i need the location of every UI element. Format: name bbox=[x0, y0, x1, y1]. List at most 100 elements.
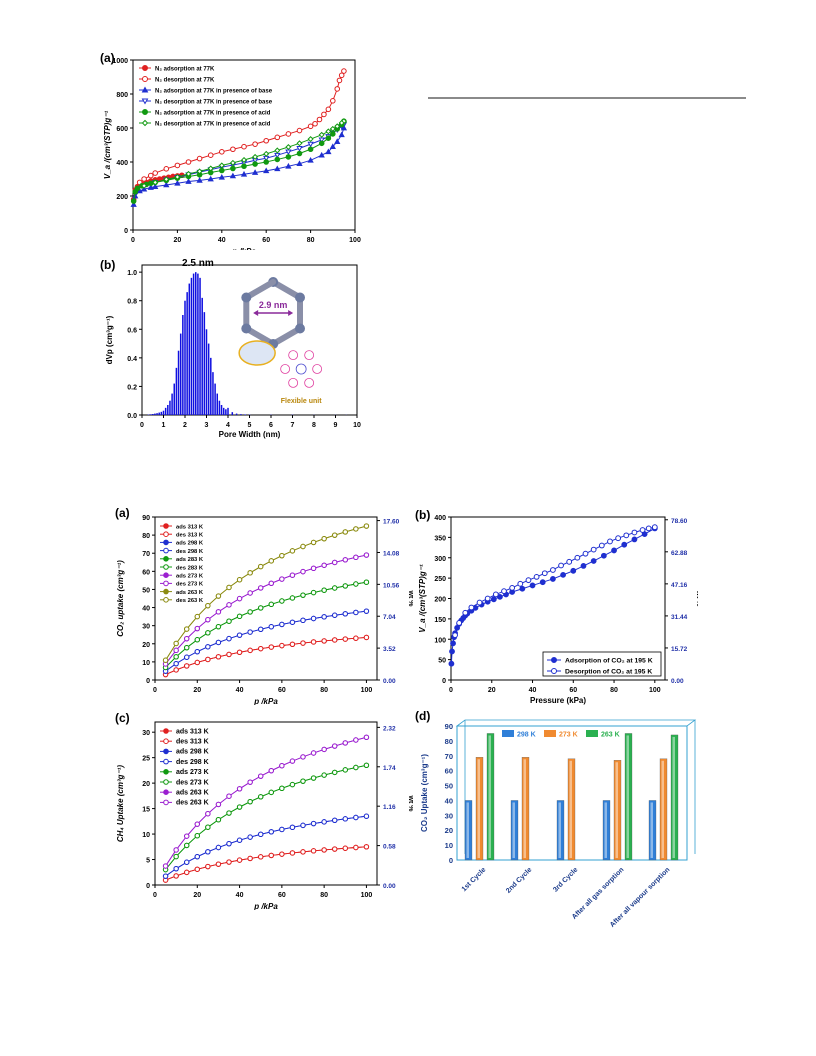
pore-bar bbox=[177, 350, 180, 415]
legend-label: 263 K bbox=[601, 732, 620, 739]
peak-annotation: 2.5 nm bbox=[182, 258, 214, 269]
data-point bbox=[296, 146, 303, 152]
data-point bbox=[310, 750, 317, 756]
pore-bar bbox=[182, 315, 184, 415]
data-point bbox=[215, 593, 222, 599]
bar-highlight bbox=[488, 735, 491, 858]
series-1: des 313 K bbox=[160, 531, 370, 678]
data-point bbox=[207, 175, 214, 182]
right-axis-label: wt % bbox=[407, 590, 413, 608]
data-point bbox=[342, 636, 348, 642]
legend-marker bbox=[163, 588, 169, 595]
data-point bbox=[236, 613, 243, 620]
pore-bar bbox=[210, 357, 212, 415]
y-tick-label: 5 bbox=[146, 858, 150, 865]
data-point bbox=[215, 639, 222, 646]
x-tick-label: 9 bbox=[334, 422, 338, 429]
data-point bbox=[184, 644, 190, 651]
data-point bbox=[194, 613, 200, 620]
bar-highlight bbox=[604, 802, 607, 858]
data-point bbox=[462, 609, 469, 616]
data-point bbox=[141, 176, 147, 182]
cycle-bar bbox=[613, 760, 622, 861]
triazine-ring bbox=[295, 363, 307, 375]
data-point bbox=[334, 138, 341, 144]
data-point bbox=[330, 131, 336, 137]
data-point bbox=[334, 86, 341, 92]
cycle-bar bbox=[475, 757, 484, 861]
framework-node bbox=[241, 292, 252, 303]
data-point bbox=[194, 659, 200, 666]
data-point bbox=[252, 153, 259, 160]
y-tick-label: 350 bbox=[434, 535, 446, 542]
legend-label: ads 273 K bbox=[176, 574, 204, 580]
data-point bbox=[312, 120, 318, 127]
data-point bbox=[307, 141, 314, 148]
legend-marker bbox=[141, 86, 149, 93]
pore-bar bbox=[235, 413, 238, 415]
x-tick-label: 60 bbox=[569, 687, 577, 694]
pore-bar bbox=[169, 400, 171, 415]
panel-label: (b) bbox=[100, 258, 115, 272]
legend-marker bbox=[163, 597, 169, 603]
data-point bbox=[607, 538, 613, 545]
data-point bbox=[476, 599, 483, 606]
data-point bbox=[184, 859, 190, 865]
legend-marker bbox=[163, 556, 169, 562]
data-point bbox=[590, 546, 597, 553]
x-tick-label: 0 bbox=[131, 237, 135, 244]
data-point bbox=[310, 820, 317, 827]
data-point bbox=[215, 801, 222, 808]
legend-marker bbox=[163, 799, 169, 806]
data-point bbox=[363, 579, 370, 585]
data-point bbox=[456, 620, 463, 626]
y-tick-label: 20 bbox=[142, 642, 150, 649]
data-point bbox=[274, 156, 281, 163]
series-5: des 283 K bbox=[160, 564, 370, 671]
data-point bbox=[338, 131, 345, 138]
data-point bbox=[274, 134, 281, 141]
data-point bbox=[492, 591, 499, 598]
data-point bbox=[300, 568, 306, 575]
data-point bbox=[316, 116, 323, 123]
legend-label: N₂ adsorption at 77K in presence of base bbox=[155, 89, 273, 95]
pore-bar bbox=[158, 412, 160, 415]
data-point bbox=[321, 535, 327, 542]
framework-edge bbox=[270, 279, 303, 301]
x-tick-label: 20 bbox=[174, 237, 182, 244]
data-point bbox=[449, 648, 455, 655]
data-point bbox=[310, 565, 317, 572]
data-point bbox=[230, 146, 236, 153]
y-tick-label: 0 bbox=[449, 856, 453, 865]
data-point bbox=[285, 144, 292, 151]
data-point bbox=[342, 557, 348, 563]
data-point bbox=[194, 821, 200, 827]
data-point bbox=[529, 582, 536, 589]
cycle-bar bbox=[486, 733, 495, 861]
data-point bbox=[519, 585, 526, 592]
data-point bbox=[258, 773, 264, 779]
cycle-bar bbox=[659, 758, 668, 861]
data-point bbox=[173, 667, 179, 673]
data-point bbox=[236, 857, 243, 863]
y-tick-label: 70 bbox=[445, 752, 453, 761]
data-point bbox=[263, 150, 270, 157]
data-point bbox=[258, 645, 264, 652]
data-point bbox=[342, 740, 348, 746]
legend-label: des 263 K bbox=[176, 800, 209, 807]
data-point bbox=[173, 847, 179, 853]
data-point bbox=[582, 550, 589, 557]
data-point bbox=[194, 853, 200, 860]
y-tick-label: 70 bbox=[142, 551, 150, 558]
inset-structure: 2.9 nm Flexible unit bbox=[238, 277, 322, 405]
data-point bbox=[205, 810, 211, 817]
y-tick-label: 50 bbox=[142, 587, 150, 594]
x-tick-label: 5 bbox=[248, 422, 252, 429]
y-tick-label: 40 bbox=[142, 606, 150, 613]
data-point bbox=[289, 548, 296, 554]
data-point bbox=[258, 794, 264, 800]
data-point bbox=[268, 852, 274, 859]
data-point bbox=[570, 567, 577, 574]
data-point bbox=[247, 629, 253, 635]
data-point bbox=[321, 587, 327, 593]
